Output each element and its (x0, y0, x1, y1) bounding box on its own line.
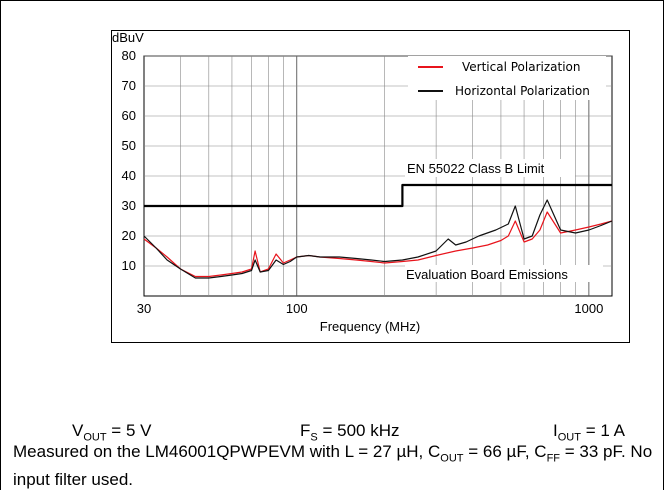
y-tick-label: 80 (122, 48, 136, 63)
y-tick-label: 60 (122, 108, 136, 123)
x-axis-label: Frequency (MHz) (320, 319, 420, 334)
y-unit-label: dBuV (112, 30, 144, 45)
legend-label-vertical: Vertical Polarization (462, 60, 580, 74)
condition-vout: VOUT = 5 V (72, 421, 152, 444)
series-layer (143, 183, 613, 279)
x-tick-label: 100 (286, 301, 308, 316)
y-tick-label: 30 (122, 198, 136, 213)
condition-iout: IOUT = 1 A (553, 421, 625, 444)
series-horizontal-polarization (143, 199, 613, 279)
annotation-limit-label: EN 55022 Class B Limit (407, 161, 545, 176)
annotation-limit-bg (405, 159, 575, 177)
series-vertical-polarization (143, 211, 613, 278)
figure-frame (0, 0, 664, 490)
y-tick-label: 50 (122, 138, 136, 153)
y-tick-label: 20 (122, 228, 136, 243)
y-tick-label: 70 (122, 78, 136, 93)
figure-caption: Measured on the LM46001QPWPEVM with L = … (13, 442, 653, 490)
annotation-emissions-bg (405, 265, 603, 282)
legend-label-horizontal: Horizontal Polarization (455, 84, 590, 98)
condition-fs: FS = 500 kHz (300, 421, 400, 444)
emissions-chart: 10 20 30 40 50 60 70 80 30 100 1000 dBuV Frequency… (112, 30, 613, 334)
tick-labels: 10 20 30 40 50 60 70 80 30 100 1000 (122, 48, 604, 316)
x-tick-label: 30 (137, 301, 151, 316)
annotation-emissions-label: Evaluation Board Emissions (406, 267, 568, 282)
x-tick-label: 1000 (574, 301, 603, 316)
y-tick-label: 40 (122, 168, 136, 183)
legend-background (408, 56, 606, 100)
y-tick-label: 10 (122, 258, 136, 273)
chart-frame (111, 30, 630, 343)
series-en-55022-class-b-limit (144, 183, 612, 208)
